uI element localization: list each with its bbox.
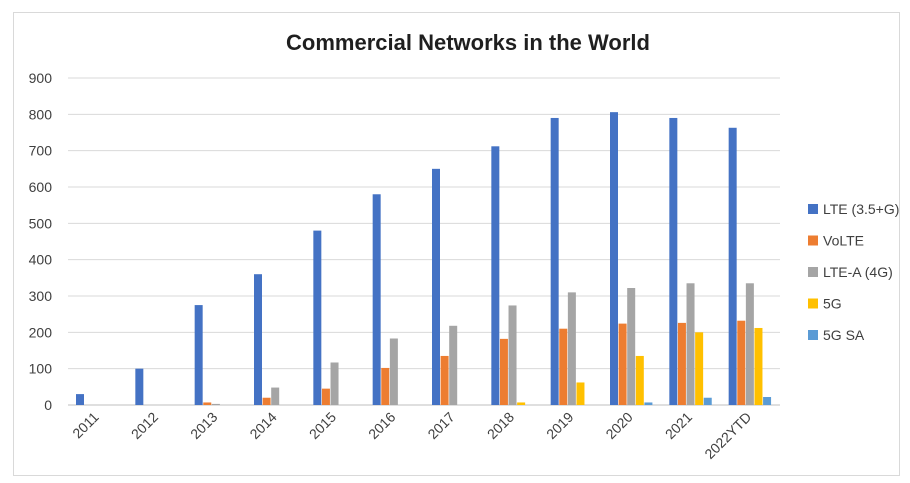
bar [449,325,458,405]
bars [76,112,772,406]
chart-title: Commercial Networks in the World [286,30,650,55]
legend-label: LTE-A (4G) [823,264,893,280]
x-tick-label: 2019 [543,409,576,442]
bar [135,368,144,405]
bar [432,168,440,405]
legend-label: 5G SA [823,327,865,343]
bar [618,323,627,405]
legend-label: 5G [823,296,842,312]
x-tick-label: 2015 [306,409,339,442]
bar [627,288,636,405]
bar [330,362,339,405]
y-tick-label: 100 [29,361,53,377]
bar [686,283,695,405]
bar [262,397,271,405]
bar [677,322,686,405]
legend-label: VoLTE [823,233,864,249]
x-tick-label: 2016 [365,409,398,442]
y-tick-label: 200 [29,324,53,340]
y-tick-label: 800 [29,106,53,122]
bar [567,292,576,405]
x-tick-label: 2014 [246,409,279,442]
gridlines [68,77,780,406]
bar [491,146,500,405]
bar [203,402,212,405]
bar [703,397,712,405]
y-tick-label: 700 [29,143,53,159]
legend-swatch [808,267,818,277]
bar [728,127,737,405]
x-tick-label: 2013 [187,409,220,442]
bar [389,338,398,405]
bar [644,402,653,405]
legend-label: LTE (3.5+G) [823,201,899,217]
bar [313,230,322,405]
legend-swatch [808,204,818,214]
y-tick-label: 300 [29,288,53,304]
x-tick-label: 2017 [424,409,457,442]
y-tick-label: 500 [29,215,53,231]
legend-swatch [808,235,818,246]
bar [550,117,559,405]
x-tick-label: 2022YTD [701,409,754,462]
bar [254,274,262,405]
x-tick-label: 2012 [128,409,161,442]
bar [508,305,517,405]
bar [576,382,585,405]
x-tick-label: 2020 [602,409,635,442]
bar [440,355,449,405]
x-axis-ticks: 2011 2012 2013 2014 2015 2016 2017 2018 2019 2020… [69,409,754,462]
legend: LTE (3.5+G) VoLTE LTE-A (4G) 5G 5G SA [808,201,899,343]
bar [271,387,280,405]
bar [559,328,568,405]
y-tick-label: 0 [44,397,52,413]
y-tick-label: 900 [29,70,53,86]
y-tick-label: 400 [29,252,53,268]
bar [610,112,618,406]
bar [745,283,754,405]
bar [211,403,220,405]
bar [321,388,330,405]
y-axis-ticks: 0 100 200 300 400 500 600 700 800 900 [29,70,53,413]
bar [76,394,84,405]
bar [499,338,508,405]
bar [635,355,644,405]
x-tick-label: 2018 [484,409,517,442]
legend-swatch [808,330,818,340]
bar [754,327,763,405]
bar [669,117,678,405]
bar [194,305,203,405]
x-tick-label: 2021 [662,409,695,442]
bar [517,402,526,405]
x-tick-label: 2011 [69,409,102,442]
bar [763,397,772,405]
y-tick-label: 600 [29,179,53,195]
legend-swatch [808,298,818,309]
bar [372,194,381,405]
bar [737,320,746,405]
bar [695,332,704,405]
bar [381,367,390,405]
